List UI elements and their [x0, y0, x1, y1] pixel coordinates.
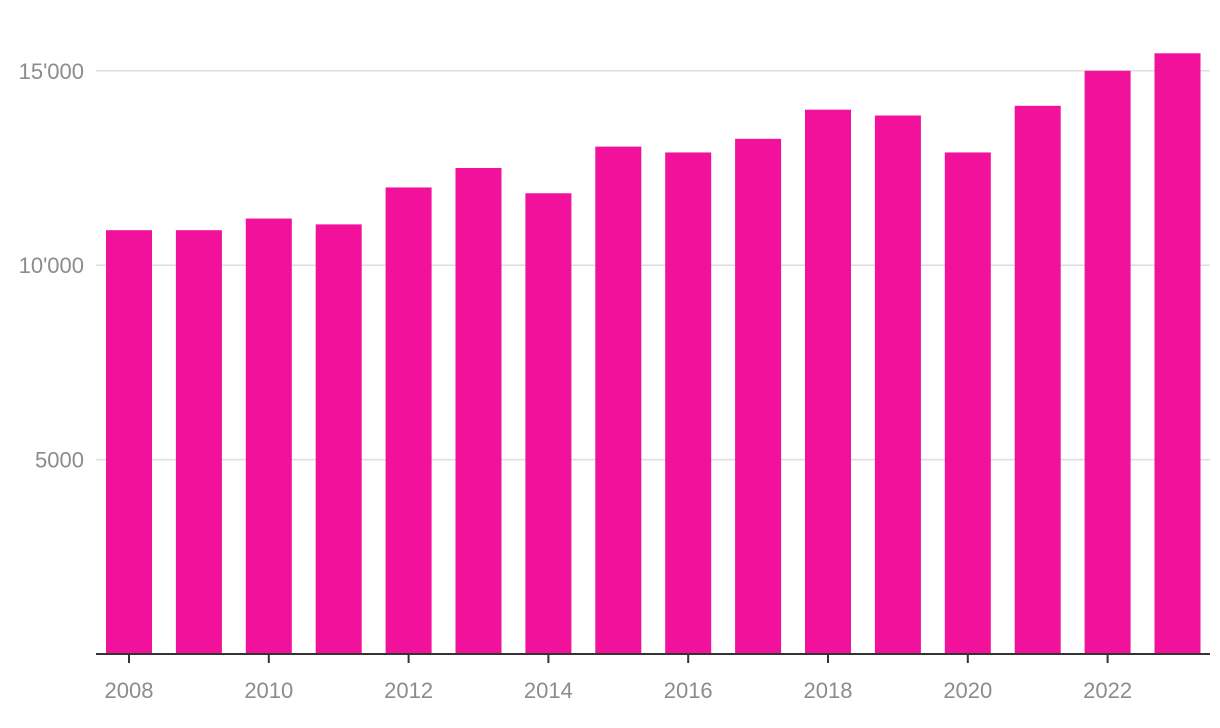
- x-tick-label: 2018: [804, 678, 853, 703]
- bar-2009: [175, 230, 222, 654]
- bar-2021: [1014, 105, 1061, 655]
- x-tick-label: 2012: [384, 678, 433, 703]
- bar-2010: [245, 218, 292, 654]
- y-axis-labels: 5000 10'000 15'000: [19, 59, 84, 473]
- x-tick-label: 2016: [664, 678, 713, 703]
- bar-2011: [315, 224, 362, 654]
- bar-2017: [735, 138, 782, 655]
- x-tick-label: 2010: [244, 678, 293, 703]
- x-tick-label: 2020: [943, 678, 992, 703]
- bars: [106, 53, 1201, 655]
- bar-2023: [1154, 53, 1201, 654]
- x-tick-label: 2008: [105, 678, 154, 703]
- x-tick-label: 2022: [1083, 678, 1132, 703]
- bar-2008: [106, 230, 152, 654]
- bar-2012: [385, 187, 432, 654]
- x-tick-label: 2014: [524, 678, 573, 703]
- bar-2018: [805, 109, 851, 655]
- bar-2020: [944, 152, 991, 654]
- bar-2015: [595, 146, 642, 654]
- x-axis: [96, 653, 1210, 663]
- bar-2016: [665, 152, 712, 654]
- bar-2019: [874, 115, 921, 654]
- bar-2014: [525, 193, 572, 654]
- x-axis-labels: 2008 2010 2012 2014 2016 2018 2020 2022: [105, 678, 1133, 703]
- bar-2013: [455, 168, 502, 654]
- y-tick-label: 15'000: [19, 59, 84, 84]
- y-tick-label: 10'000: [19, 253, 84, 278]
- y-tick-label: 5000: [35, 448, 84, 473]
- bar-2022: [1084, 70, 1131, 655]
